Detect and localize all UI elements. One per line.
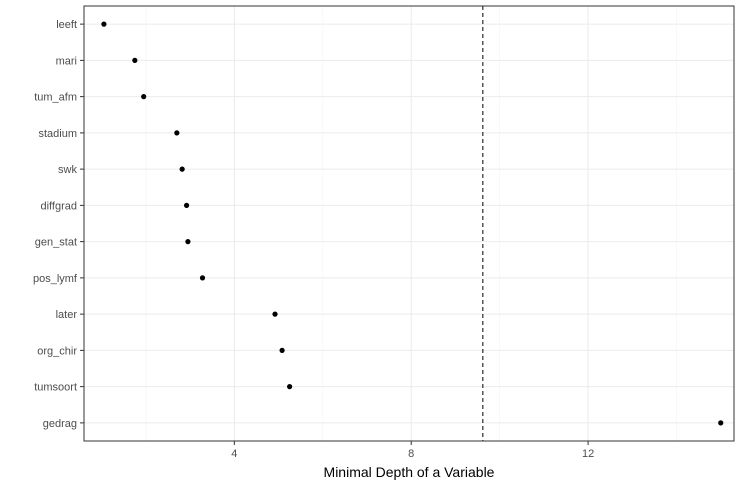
y-tick-label-tumsoort: tumsoort <box>34 382 77 394</box>
data-point-leeft <box>101 21 107 27</box>
major-grid-y <box>84 23 734 424</box>
data-point-gedrag <box>718 420 724 426</box>
data-point-org-chir <box>279 347 285 353</box>
data-point-stadium <box>174 130 180 136</box>
y-tick-label-later: later <box>56 309 78 321</box>
data-point-tumsoort <box>287 384 293 390</box>
x-axis-title: Minimal Depth of a Variable <box>324 464 495 480</box>
data-point-later <box>272 311 278 317</box>
major-grid-x <box>233 6 589 441</box>
y-tick-label-stadium: stadium <box>38 128 77 140</box>
data-point-mari <box>132 57 138 63</box>
data-point-tum-afm <box>141 94 147 100</box>
y-tick-label-diffgrad: diffgrad <box>41 200 78 212</box>
x-tick-label: 4 <box>231 448 237 460</box>
y-tick-label-gen-stat: gen_stat <box>35 237 77 249</box>
data-point-swk <box>179 166 185 172</box>
minor-grid-x <box>145 6 677 441</box>
y-tick-label-mari: mari <box>56 55 77 67</box>
y-tick-label-swk: swk <box>58 164 77 176</box>
y-tick-label-leeft: leeft <box>56 19 77 31</box>
y-tick-label-gedrag: gedrag <box>43 418 77 430</box>
data-point-pos-lymf <box>199 275 206 281</box>
data-point-diffgrad <box>183 202 190 208</box>
y-tick-label-pos-lymf: pos_lymf <box>33 273 78 285</box>
data-point-gen-stat <box>185 239 191 245</box>
x-axis-ticks: 4 8 12 <box>231 441 594 460</box>
y-tick-label-tum-afm: tum_afm <box>34 92 77 104</box>
panel-border <box>83 5 735 442</box>
data-points <box>101 21 724 426</box>
x-tick-label: 12 <box>582 448 594 460</box>
y-tick-label-org-chir: org_chir <box>37 345 77 357</box>
x-tick-label: 8 <box>408 448 414 460</box>
